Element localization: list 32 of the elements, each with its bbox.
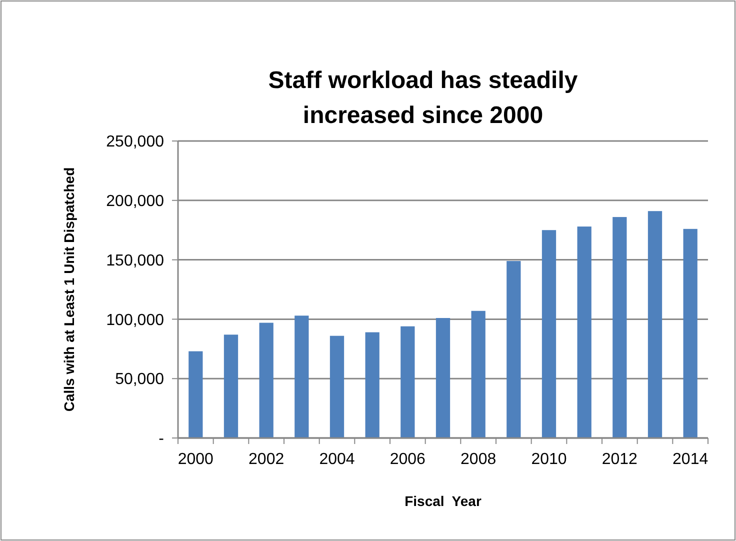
x-tick-label: 2006 [390, 451, 426, 468]
bar [471, 310, 486, 438]
x-tick-label: 2002 [248, 451, 284, 468]
y-tick-label: - [158, 430, 164, 448]
bar [683, 228, 698, 438]
bar [506, 260, 521, 438]
x-tick-label: 2000 [178, 451, 214, 468]
bar [648, 211, 662, 438]
bar [365, 332, 380, 438]
y-tick-label: 50,000 [115, 371, 164, 388]
bar [577, 226, 592, 438]
x-tick-label: 2014 [672, 451, 708, 468]
y-tick-label: 150,000 [106, 252, 164, 270]
x-tick-label: 2004 [319, 451, 355, 468]
x-tick-label: 2008 [460, 451, 496, 468]
x-tick-label: 2010 [531, 451, 567, 468]
bar [259, 322, 274, 438]
y-tick-label: 250,000 [106, 134, 164, 151]
bar [188, 351, 203, 438]
bar [330, 336, 344, 438]
y-tick-label: 100,000 [106, 312, 164, 329]
chart-title: Staff workload has steadily increased since 2000 [268, 67, 578, 129]
y-tick-label: 200,000 [106, 193, 164, 210]
bar [224, 334, 238, 438]
y-axis-title: Calls with at Least 1 Unit Dispatched [61, 167, 77, 412]
bar [400, 326, 415, 438]
x-axis-title: Fiscal Year [404, 493, 482, 509]
bar [542, 230, 556, 438]
x-tick-label: 2012 [602, 451, 638, 468]
bar [436, 318, 450, 438]
bar [612, 217, 627, 438]
bar [294, 316, 309, 438]
